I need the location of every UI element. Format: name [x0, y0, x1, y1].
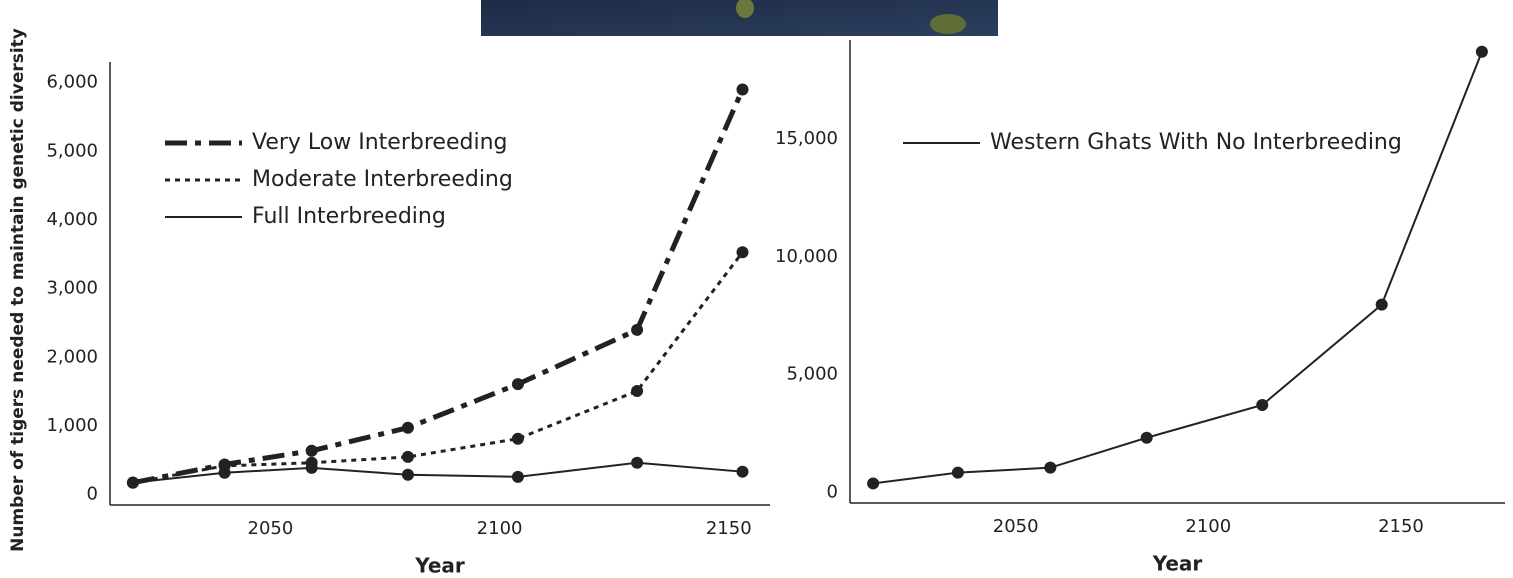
x-tick-label: 2150: [706, 518, 752, 539]
y-tick-label: 4,000: [46, 209, 98, 230]
y-tick-label: 0: [87, 484, 98, 505]
data-point: [1044, 462, 1056, 474]
data-point: [737, 246, 749, 258]
data-point: [1256, 399, 1268, 411]
y-tick-label: 5,000: [786, 364, 838, 385]
x-axis-label: Year: [414, 554, 465, 578]
data-point: [402, 422, 414, 434]
data-point: [737, 466, 749, 478]
x-tick-label: 2050: [993, 516, 1039, 537]
data-point: [737, 83, 749, 95]
data-point: [1376, 299, 1388, 311]
chart: Number of tigers needed to maintain gene…: [0, 0, 1513, 578]
data-point: [512, 471, 524, 483]
data-point: [219, 467, 231, 479]
y-tick-label: 6,000: [46, 72, 98, 93]
data-point: [512, 378, 524, 390]
y-tick-label: 15,000: [775, 128, 838, 149]
y-tick-label: 10,000: [775, 246, 838, 267]
x-tick-label: 2100: [477, 518, 523, 539]
series-line: [133, 252, 743, 482]
legend-label: Full Interbreeding: [252, 204, 446, 229]
x-tick-label: 2150: [1378, 516, 1424, 537]
data-point: [512, 433, 524, 445]
legend-label: Very Low Interbreeding: [252, 130, 507, 155]
x-axis-label: Year: [1152, 552, 1203, 576]
data-point: [1476, 46, 1488, 58]
data-point: [952, 467, 964, 479]
y-tick-label: 1,000: [46, 415, 98, 436]
island: [930, 14, 966, 34]
y-tick-label: 3,000: [46, 278, 98, 299]
data-point: [402, 469, 414, 481]
data-point: [631, 457, 643, 469]
legend-label: Moderate Interbreeding: [252, 167, 513, 192]
data-point: [402, 451, 414, 463]
data-point: [867, 477, 879, 489]
legend-label: Western Ghats With No Interbreeding: [990, 130, 1402, 155]
data-point: [631, 385, 643, 397]
x-tick-label: 2100: [1185, 516, 1231, 537]
data-point: [127, 477, 139, 489]
y-tick-label: 2,000: [46, 346, 98, 367]
y-tick-label: 5,000: [46, 140, 98, 161]
data-point: [1141, 432, 1153, 444]
y-axis-label: Number of tigers needed to maintain gene…: [8, 28, 28, 552]
x-tick-label: 2050: [248, 518, 294, 539]
data-point: [631, 324, 643, 336]
y-tick-label: 0: [827, 481, 838, 502]
series-line: [873, 52, 1482, 484]
data-point: [306, 462, 318, 474]
data-point: [306, 445, 318, 457]
